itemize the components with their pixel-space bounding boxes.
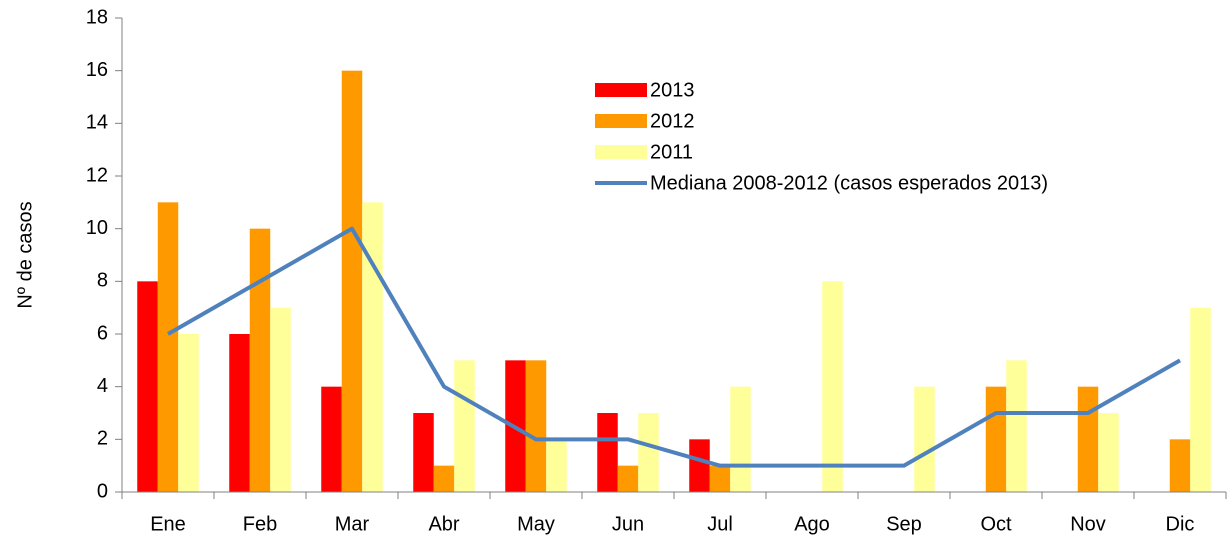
bar	[362, 202, 383, 493]
bar	[914, 386, 935, 492]
x-tick-label: Mar	[335, 513, 370, 535]
bar	[229, 334, 250, 492]
bar	[454, 360, 475, 492]
legend-swatch	[595, 114, 647, 128]
y-axis-label: Nº de casos	[14, 201, 36, 308]
y-tick-label: 10	[86, 217, 108, 239]
bar	[321, 386, 342, 492]
legend-label: 2012	[650, 110, 695, 132]
legend-swatch	[595, 145, 647, 159]
legend-label: 2013	[650, 79, 695, 101]
bar	[157, 202, 179, 493]
x-tick-label: Feb	[243, 513, 277, 535]
legend-swatch	[595, 83, 647, 97]
bar	[822, 281, 843, 492]
x-tick-label: Ene	[150, 513, 186, 535]
x-tick-label: Abr	[428, 513, 459, 535]
bar	[730, 386, 751, 492]
y-tick-label: 18	[86, 6, 108, 28]
bar	[413, 413, 434, 492]
bar	[985, 386, 1007, 492]
y-tick-label: 4	[97, 375, 108, 397]
bar	[178, 334, 199, 492]
bar	[709, 465, 731, 492]
bar	[617, 465, 639, 492]
y-tick-label: 14	[86, 112, 108, 134]
bar	[1077, 386, 1099, 492]
y-tick-label: 0	[97, 480, 108, 502]
x-tick-label: Sep	[886, 513, 922, 535]
x-tick-label: Jul	[707, 513, 733, 535]
bar	[1169, 439, 1191, 492]
bar	[1190, 307, 1211, 492]
x-tick-label: May	[517, 513, 555, 535]
bar	[433, 465, 455, 492]
x-tick-label: Ago	[794, 513, 830, 535]
line	[167, 226, 1181, 468]
bar	[597, 413, 618, 492]
y-tick-label: 16	[86, 59, 108, 81]
bar	[689, 439, 710, 492]
x-tick-label: Jun	[612, 513, 644, 535]
bar	[1098, 413, 1119, 492]
y-tick-label: 2	[97, 428, 108, 450]
bar	[249, 228, 271, 492]
bar	[1006, 360, 1027, 492]
bar	[638, 413, 659, 492]
bar	[137, 281, 158, 492]
bar	[270, 307, 291, 492]
legend-label: Mediana 2008-2012 (casos esperados 2013)	[650, 172, 1048, 194]
legend-label: 2011	[650, 141, 693, 163]
x-tick-label: Oct	[980, 513, 1012, 535]
x-tick-label: Dic	[1166, 513, 1195, 535]
y-tick-label: 6	[97, 322, 108, 344]
bar	[341, 70, 363, 493]
bar	[546, 439, 567, 492]
y-tick-label: 12	[86, 164, 108, 186]
x-tick-label: Nov	[1070, 513, 1106, 535]
y-tick-label: 8	[97, 270, 108, 292]
bar	[525, 360, 547, 492]
